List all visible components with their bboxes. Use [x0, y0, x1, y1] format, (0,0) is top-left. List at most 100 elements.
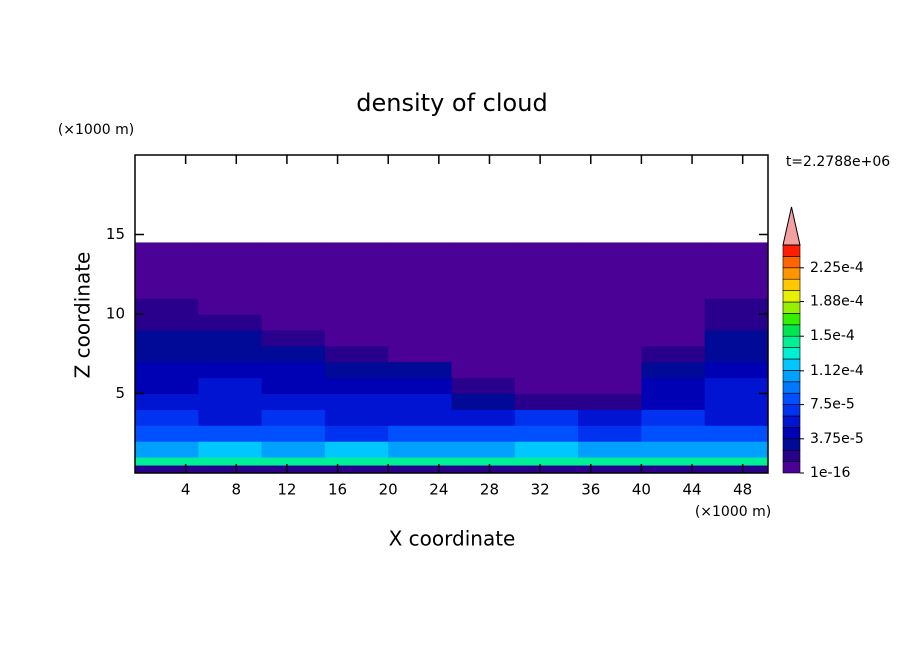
field-cell: [198, 393, 263, 410]
field-cell: [261, 377, 326, 394]
field-cell: [324, 441, 389, 458]
x-tick-label: 36: [581, 481, 600, 499]
field-cell: [198, 298, 263, 315]
field-cell: [704, 465, 769, 474]
field-cell: [578, 465, 642, 474]
colorbar-box: [782, 381, 801, 394]
field-cell: [704, 345, 769, 363]
chart-title: density of cloud: [356, 89, 547, 117]
colorbar-box: [782, 461, 801, 474]
colorbar-box: [782, 449, 801, 462]
colorbar-box: [782, 404, 801, 417]
field-cell: [135, 298, 199, 315]
field-cell: [388, 465, 452, 474]
field-cell: [135, 361, 199, 379]
colorbar-label: 1e-16: [810, 465, 850, 481]
field-cell: [261, 425, 326, 442]
field-cell: [578, 242, 642, 299]
field-cell: [641, 314, 706, 331]
field-cell: [514, 329, 579, 347]
field-cell: [578, 441, 642, 458]
field-cell: [198, 345, 263, 363]
field-cell: [451, 457, 516, 466]
field-cell: [451, 377, 516, 394]
field-cell: [135, 345, 199, 363]
field-cell: [388, 425, 452, 442]
field-cell: [578, 329, 642, 347]
field-cell: [451, 242, 516, 299]
y-unit: (×1000 m): [58, 122, 134, 138]
field-cell: [261, 465, 326, 474]
field-cell: [388, 393, 452, 410]
colorbar-label: 1.88e-4: [810, 294, 864, 310]
field-cell: [451, 393, 516, 410]
field-cell: [641, 345, 706, 363]
field-cell: [198, 314, 263, 331]
field-cell: [324, 457, 389, 466]
field-cell: [135, 329, 199, 347]
field-cell: [578, 345, 642, 363]
field-cell: [135, 441, 199, 458]
x-tick-label: 16: [328, 481, 347, 499]
field-cell: [388, 329, 452, 347]
field-cell: [641, 441, 706, 458]
field-cell: [324, 425, 389, 442]
field-cell: [578, 377, 642, 394]
x-axis-label: X coordinate: [389, 527, 516, 551]
field-cell: [388, 409, 452, 426]
field-cell: [704, 409, 769, 426]
field-cell: [641, 457, 706, 466]
colorbar-label: 7.5e-5: [810, 397, 855, 413]
y-tick-label: 5: [115, 384, 125, 402]
field-cell: [388, 242, 452, 299]
field-cell: [198, 329, 263, 347]
colorbar-box: [782, 427, 801, 440]
field-cell: [135, 425, 199, 442]
field-cell: [451, 314, 516, 331]
field-cell: [641, 329, 706, 347]
field-cell: [451, 361, 516, 379]
field-cell: [641, 409, 706, 426]
x-tick-label: 44: [682, 481, 701, 499]
field-cell: [135, 314, 199, 331]
field-cell: [641, 393, 706, 410]
field-cell: [198, 465, 263, 474]
colorbar-box: [782, 290, 801, 303]
field-cell: [704, 329, 769, 347]
field-cell: [324, 242, 389, 299]
field-cell: [704, 242, 769, 299]
colorbar-box: [782, 313, 801, 326]
colorbar-box: [782, 301, 801, 314]
field-cell: [261, 441, 326, 458]
field-cell: [704, 457, 769, 466]
colorbar-box: [782, 438, 801, 451]
field-cell: [198, 457, 263, 466]
colorbar-box: [782, 358, 801, 371]
field-cell: [514, 465, 579, 474]
field-cell: [514, 314, 579, 331]
field-cell: [261, 345, 326, 363]
colorbar-box: [782, 267, 801, 280]
field-cell: [704, 314, 769, 331]
field-cell: [324, 298, 389, 315]
colorbar-label: 1.5e-4: [810, 328, 855, 344]
colorbar-box: [782, 324, 801, 337]
field-cell: [198, 377, 263, 394]
field-cell: [388, 457, 452, 466]
field-cell: [578, 425, 642, 442]
field-cell: [261, 457, 326, 466]
field-cell: [578, 409, 642, 426]
colorbar-box: [782, 392, 801, 405]
field-cell: [514, 377, 579, 394]
field-cell: [641, 242, 706, 299]
field-cell: [514, 298, 579, 315]
field-cell: [324, 409, 389, 426]
colorbar-box: [782, 347, 801, 360]
field-cell: [578, 361, 642, 379]
y-axis-label: Z coordinate: [71, 252, 95, 379]
field-cell: [388, 314, 452, 331]
field-cell: [135, 242, 199, 299]
field-cell: [704, 361, 769, 379]
field-cell: [324, 377, 389, 394]
